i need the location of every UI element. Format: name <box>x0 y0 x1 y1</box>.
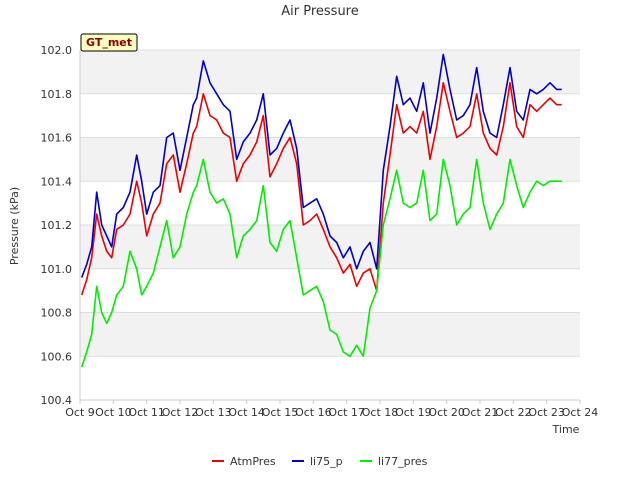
plot-band <box>80 268 580 313</box>
chart-title: Air Pressure <box>281 4 359 19</box>
x-tick-label: Oct 18 <box>362 406 399 419</box>
x-tick-label: Oct 16 <box>295 406 332 419</box>
y-tick-label: 101.2 <box>41 219 73 232</box>
plot-band <box>80 137 580 182</box>
legend-label: li77_pres <box>378 455 428 468</box>
y-tick-label: 100.4 <box>41 394 73 407</box>
x-tick-label: Oct 11 <box>128 406 165 419</box>
y-axis-label: Pressure (kPa) <box>8 187 21 265</box>
series-line-li77-pres <box>80 158 562 368</box>
series-line-li75-p <box>80 53 562 278</box>
x-tick-label: Oct 14 <box>228 406 265 419</box>
series-line-atmpres <box>80 82 562 296</box>
y-tick-label: 102.0 <box>41 44 73 57</box>
x-tick-label: Oct 12 <box>162 406 199 419</box>
y-tick-labels: 100.4 100.6 100.8 101.0 101.2 101.4 101.6 101.8… <box>41 44 73 407</box>
badge-label: GT_met <box>86 36 132 49</box>
x-tick-label: Oct 17 <box>328 406 365 419</box>
x-tick-label: Oct 9 <box>65 406 95 419</box>
x-tick-label: Oct 13 <box>195 406 232 419</box>
x-tick-label: Oct 19 <box>395 406 432 419</box>
plot-band <box>80 50 580 94</box>
gt-met-badge: GT_met <box>80 33 138 52</box>
y-tick-label: 100.6 <box>41 350 73 363</box>
y-tick-label: 101.6 <box>41 132 73 145</box>
plot-band <box>80 312 580 357</box>
legend: AtmPres li75_p li77_pres <box>212 455 428 468</box>
x-tick-label: Oct 24 <box>562 406 599 419</box>
x-tick-label: Oct 10 <box>95 406 132 419</box>
x-tick-label: Oct 22 <box>495 406 532 419</box>
y-tick-label: 101.4 <box>41 175 73 188</box>
x-tick-label: Oct 15 <box>262 406 299 419</box>
plot-band <box>80 181 580 225</box>
x-tick-label: Oct 21 <box>462 406 499 419</box>
axes <box>79 50 580 401</box>
plot-background-bands <box>80 50 580 400</box>
y-tick-label: 101.0 <box>41 263 73 276</box>
badge-box <box>80 33 138 52</box>
x-tick-label: Oct 23 <box>528 406 565 419</box>
x-tick-label: Oct 20 <box>428 406 465 419</box>
series-lines <box>80 53 562 368</box>
legend-label: AtmPres <box>230 455 276 468</box>
y-tick-label: 101.8 <box>41 88 73 101</box>
plot-band <box>80 93 580 138</box>
x-axis-label: Time <box>552 423 580 436</box>
y-tick-label: 100.8 <box>41 307 73 320</box>
legend-label: li75_p <box>310 455 343 468</box>
plot-band <box>80 356 580 400</box>
